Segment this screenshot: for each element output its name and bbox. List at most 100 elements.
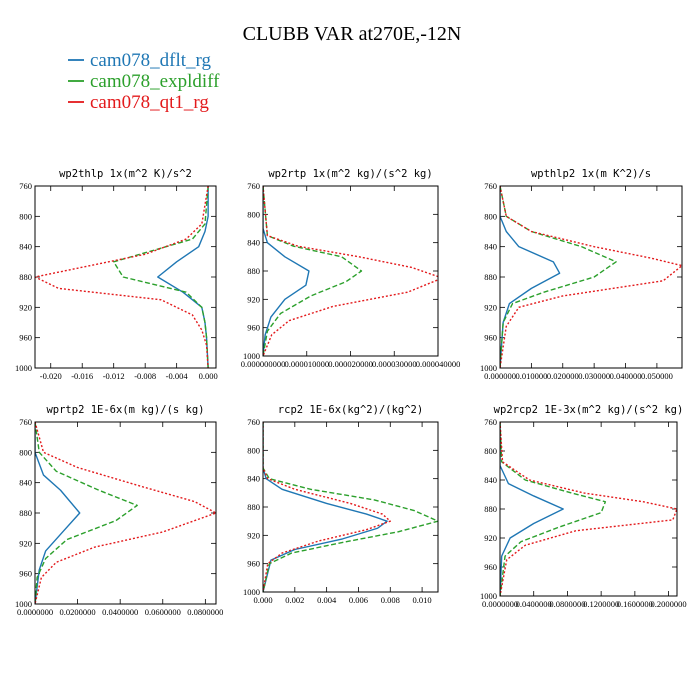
series-line xyxy=(35,422,138,604)
x-tick-label: 0.0400000 xyxy=(516,599,552,609)
y-tick-label: 1000 xyxy=(243,587,260,597)
panel-title: wp2rcp2 1E-3x(m^2 kg)/(s^2 kg) xyxy=(494,404,684,416)
plot-frame xyxy=(499,421,678,597)
figure-title: CLUBB VAR at270E,-12N xyxy=(243,23,462,45)
legend-entry: cam078_dflt_rg xyxy=(68,50,212,71)
y-tick-label: 960 xyxy=(19,333,32,343)
x-tick-label: 0.0800000 xyxy=(187,607,223,617)
y-tick-label: 800 xyxy=(484,446,497,456)
x-tick-label: 0.006 xyxy=(349,595,368,605)
x-tick-label: 0.0400000 xyxy=(102,607,138,617)
series-line xyxy=(500,422,677,596)
series-line xyxy=(263,422,391,592)
y-tick-label: 920 xyxy=(19,538,32,548)
chart-panel: wp2rcp2 1E-3x(m^2 kg)/(s^2 kg)0.00000000… xyxy=(480,404,687,609)
y-tick-label: 840 xyxy=(19,242,32,252)
x-tick-label: 0.040000 xyxy=(610,371,642,381)
series-line xyxy=(35,186,209,368)
y-tick-label: 840 xyxy=(247,238,260,248)
x-tick-label: 0.0000000 xyxy=(17,607,53,617)
x-tick-label: 0.010000 xyxy=(515,371,547,381)
y-tick-label: 920 xyxy=(247,294,260,304)
x-tick-label: 0.030000 xyxy=(578,371,610,381)
plot-frame xyxy=(262,421,439,593)
x-tick-label: -0.012 xyxy=(103,371,125,381)
y-tick-label: 920 xyxy=(484,302,497,312)
x-tick-label: 0.1200000 xyxy=(583,599,619,609)
series-line xyxy=(263,422,388,592)
y-tick-label: 960 xyxy=(19,569,32,579)
x-tick-label: 0.000020000 xyxy=(328,359,373,369)
y-tick-label: 1000 xyxy=(15,363,32,373)
x-tick-label: 0.0200000 xyxy=(60,607,96,617)
y-tick-label: 840 xyxy=(484,475,497,485)
panel-title: wp2thlp 1x(m^2 K)/s^2 xyxy=(59,168,192,180)
y-tick-label: 920 xyxy=(484,533,497,543)
y-tick-label: 880 xyxy=(247,502,260,512)
y-tick-label: 920 xyxy=(247,530,260,540)
y-tick-label: 800 xyxy=(247,445,260,455)
series-line xyxy=(35,422,81,604)
y-tick-label: 1000 xyxy=(243,351,260,361)
y-tick-label: 840 xyxy=(484,242,497,252)
x-tick-label: 0.010 xyxy=(413,595,432,605)
y-tick-label: 960 xyxy=(484,562,497,572)
plot-frame xyxy=(34,185,217,369)
panel-title: wprtp2 1E-6x(m kg)/(s kg) xyxy=(46,404,204,416)
y-tick-label: 760 xyxy=(247,417,260,427)
y-tick-label: 760 xyxy=(19,181,32,191)
chart-panel: wpthlp2 1x(m K^2)/s 0.000000 0.010000 0.020… xyxy=(480,168,683,381)
x-tick-label: 0.008 xyxy=(381,595,400,605)
series-line xyxy=(500,186,561,368)
series-line xyxy=(263,422,438,592)
chart-panel: wprtp2 1E-6x(m kg)/(s kg) 0.0000000 0.0200… xyxy=(15,404,223,617)
y-tick-label: 880 xyxy=(247,266,260,276)
y-tick-label: 760 xyxy=(484,181,497,191)
x-tick-label: 0.000000000 xyxy=(241,359,286,369)
y-tick-label: 880 xyxy=(484,272,497,282)
x-tick-label: -0.016 xyxy=(71,371,93,381)
panels: wp2thlp 1x(m^2 K)/s^2 -0.020 -0.016 -0.012 -… xyxy=(15,168,687,617)
y-tick-label: 760 xyxy=(247,181,260,191)
legend-entry: cam078_expldiff xyxy=(68,71,220,92)
plot-frame xyxy=(262,185,439,357)
panel-title: rcp2 1E-6x(kg^2)/(kg^2) xyxy=(278,404,423,416)
legend-label: cam078_dflt_rg xyxy=(90,50,212,71)
y-tick-label: 880 xyxy=(19,272,32,282)
x-tick-label: 0.050000 xyxy=(641,371,673,381)
y-tick-label: 1000 xyxy=(480,591,497,601)
x-tick-label: 0.000 xyxy=(253,595,272,605)
series-line xyxy=(263,186,438,356)
series-line xyxy=(263,186,310,356)
plot-frame xyxy=(34,421,217,605)
x-tick-label: 0.0000000 xyxy=(482,599,518,609)
chart-panel: wp2thlp 1x(m^2 K)/s^2 -0.020 -0.016 -0.012 -… xyxy=(15,168,218,381)
panel-title: wpthlp2 1x(m K^2)/s xyxy=(531,168,651,180)
y-tick-label: 840 xyxy=(19,478,32,488)
y-tick-label: 800 xyxy=(19,211,32,221)
y-tick-label: 1000 xyxy=(480,363,497,373)
x-tick-label: 0.020000 xyxy=(547,371,579,381)
x-tick-label: -0.004 xyxy=(166,371,189,381)
y-tick-label: 760 xyxy=(484,417,497,427)
series-line xyxy=(157,186,209,368)
y-tick-label: 960 xyxy=(247,559,260,569)
series-line xyxy=(35,422,216,604)
chart-panel: wp2rtp 1x(m^2 kg)/(s^2 kg)0.000000000 0.0… xyxy=(241,168,461,369)
x-tick-label: 0.002 xyxy=(285,595,304,605)
y-tick-label: 880 xyxy=(484,504,497,514)
x-tick-label: 0.0800000 xyxy=(549,599,585,609)
x-tick-label: 0.1600000 xyxy=(617,599,653,609)
legend: cam078_dflt_rgcam078_expldiffcam078_qt1_… xyxy=(68,50,220,113)
y-tick-label: 960 xyxy=(247,323,260,333)
chart-panel: rcp2 1E-6x(kg^2)/(kg^2) 0.000 0.002 0.004 0.… xyxy=(243,404,439,605)
y-tick-label: 880 xyxy=(19,508,32,518)
x-tick-label: 0.2000000 xyxy=(651,599,687,609)
x-tick-label: -0.020 xyxy=(40,371,62,381)
x-tick-label: 0.000 xyxy=(199,371,218,381)
y-tick-label: 800 xyxy=(19,447,32,457)
x-tick-label: 0.000040000 xyxy=(416,359,461,369)
y-tick-label: 960 xyxy=(484,333,497,343)
series-line xyxy=(500,422,607,596)
